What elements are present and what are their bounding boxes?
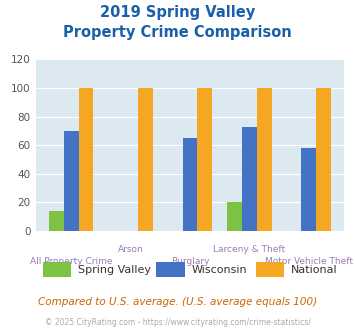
Text: Arson: Arson bbox=[118, 245, 143, 254]
FancyBboxPatch shape bbox=[256, 262, 284, 277]
Text: 2019 Spring Valley: 2019 Spring Valley bbox=[100, 5, 255, 20]
FancyBboxPatch shape bbox=[43, 262, 71, 277]
Text: Spring Valley: Spring Valley bbox=[78, 265, 151, 275]
Bar bbox=[257, 88, 272, 231]
Bar bbox=[242, 127, 257, 231]
Text: Larceny & Theft: Larceny & Theft bbox=[213, 245, 285, 254]
Bar bbox=[301, 148, 316, 231]
Bar bbox=[227, 202, 242, 231]
Text: Burglary: Burglary bbox=[171, 257, 209, 266]
Text: National: National bbox=[291, 265, 338, 275]
Bar bbox=[197, 88, 212, 231]
Text: Compared to U.S. average. (U.S. average equals 100): Compared to U.S. average. (U.S. average … bbox=[38, 297, 317, 307]
Bar bbox=[182, 138, 197, 231]
Text: © 2025 CityRating.com - https://www.cityrating.com/crime-statistics/: © 2025 CityRating.com - https://www.city… bbox=[45, 318, 310, 327]
Text: All Property Crime: All Property Crime bbox=[30, 257, 113, 266]
FancyBboxPatch shape bbox=[156, 262, 185, 277]
Bar bbox=[49, 211, 64, 231]
Text: Property Crime Comparison: Property Crime Comparison bbox=[63, 25, 292, 40]
Bar bbox=[138, 88, 153, 231]
Bar bbox=[78, 88, 93, 231]
Text: Motor Vehicle Theft: Motor Vehicle Theft bbox=[265, 257, 353, 266]
Bar bbox=[316, 88, 331, 231]
Bar bbox=[64, 131, 78, 231]
Text: Wisconsin: Wisconsin bbox=[192, 265, 247, 275]
